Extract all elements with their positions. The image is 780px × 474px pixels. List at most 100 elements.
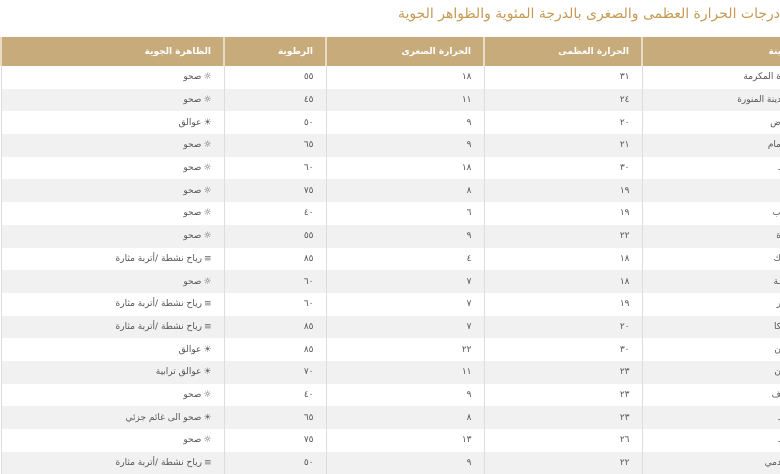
humidity-cell: ٦٥ <box>223 134 326 157</box>
weather-cell: ☼صحو <box>0 224 224 248</box>
city-cell: كا <box>641 315 780 339</box>
humidity-cell: ٧٥ <box>223 429 326 452</box>
min-temp-cell: ٦ <box>325 202 484 225</box>
weather-cell: ≡رياح نشطة /أتربة مثارة <box>0 451 224 474</box>
humidity-cell: ٤٥ <box>223 88 326 112</box>
weather-cell: ☼صحو <box>0 429 224 452</box>
min-temp-cell: ٧ <box>325 315 484 339</box>
weather-cell: ☼صحو <box>0 88 224 112</box>
sun-icon: ☼ <box>203 185 212 196</box>
weather-cell: ☼صحو <box>0 270 224 293</box>
weather-cell: ☼صحو <box>0 156 224 180</box>
max-temp-cell: ٣٠ <box>483 156 642 180</box>
weather-label: صحو <box>183 208 202 219</box>
table-row: دينة المنورة ٢٤ ١١ ٤٥ ☼صحو <box>0 88 780 112</box>
haze-icon: ☀ <box>203 412 212 423</box>
weather-label: عوالق <box>178 117 202 128</box>
city-cell: ض <box>641 111 780 135</box>
min-temp-cell: ٩ <box>325 111 484 135</box>
city-cell: ـة <box>641 270 780 293</box>
table-row: ة٢٢٩٥٥☼صحو <box>0 224 780 248</box>
max-temp-cell: ١٩ <box>483 202 642 225</box>
max-temp-cell: ٢١ <box>483 134 642 157</box>
weather-cell: ☼صحو <box>0 179 224 203</box>
humidity-cell: ٦٠ <box>223 156 326 180</box>
city-cell: ر <box>641 292 780 316</box>
max-temp-cell: ٢٠ <box>483 315 642 339</box>
max-temp-cell: ٢٣ <box>483 383 642 407</box>
table-row: ـ٢٣٨٦٥☀صحو الى غائم جزئي <box>0 406 780 429</box>
max-temp-cell: ١٩ <box>483 292 642 316</box>
weather-cell: ☀عوالق <box>0 338 224 361</box>
city-cell: ب <box>641 202 780 225</box>
header-max-temp: الحرارة العظمى <box>483 37 642 66</box>
weather-label: صحو <box>183 276 202 287</box>
max-temp-cell: ٢٣ <box>483 360 642 384</box>
sun-icon: ☼ <box>203 163 212 174</box>
humidity-cell: ٧٠ <box>223 360 326 384</box>
max-temp-cell: ٢٣ <box>483 406 642 429</box>
weather-cell: ☼صحو <box>0 383 224 407</box>
header-min-temp: الحرارة الصغرى <box>325 37 484 66</box>
humidity-cell: ٥٥ <box>223 66 326 89</box>
weather-cell: ≡رياح نشطة /أتربة مثارة <box>0 315 224 339</box>
city-cell: دينة المنورة <box>641 88 780 112</box>
header-weather: الظاهرة الجوية <box>0 37 224 66</box>
weather-label: رياح نشطة /أتربة مثارة <box>115 299 202 310</box>
max-temp-cell: ٣٠ <box>483 338 642 361</box>
city-cell: مام <box>641 134 780 157</box>
table-header: ينة الحرارة العظمى الحرارة الصغرى الرطوب… <box>0 37 780 66</box>
max-temp-cell: ١٨ <box>483 270 642 293</box>
weather-label: عوالق ترابية <box>155 367 202 378</box>
header-humidity: الرطوبة <box>223 37 326 66</box>
min-temp-cell: ١٣ <box>325 429 484 452</box>
min-temp-cell: ٧ <box>325 270 484 293</box>
table-row: ـ٢٦١٣٧٥☼صحو <box>0 429 780 452</box>
min-temp-cell: ٨ <box>325 406 484 429</box>
min-temp-cell: ٩ <box>325 451 484 474</box>
weather-label: صحو <box>183 435 202 446</box>
max-temp-cell: ١٨ <box>483 247 642 271</box>
min-temp-cell: ١١ <box>325 88 484 112</box>
humidity-cell: ٥٠ <box>223 451 326 474</box>
min-temp-cell: ١٨ <box>325 156 484 180</box>
table-row: ن٢٣١١٧٠☀عوالق ترابية <box>0 360 780 384</box>
weather-cell: ☀عوالق ترابية <box>0 360 224 384</box>
max-temp-cell: ٢٢ <box>483 224 642 248</box>
humidity-cell: ٥٠ <box>223 111 326 135</box>
humidity-cell: ٦٠ <box>223 270 326 293</box>
min-temp-cell: ٩ <box>325 383 484 407</box>
city-cell: ف <box>641 383 780 407</box>
weather-cell: ☼صحو <box>0 202 224 225</box>
weather-label: صحو <box>183 140 202 151</box>
table-row: ١٩ ٨ ٧٥ ☼صحو <box>0 179 780 203</box>
table-row: ض ٢٠ ٩ ٥٠ ☀عوالق <box>0 111 780 135</box>
table-row: دمي ٢٢ ٩ ٥٠ ≡رياح نشطة /أتربة مثارة <box>0 451 780 474</box>
table-row: ة المكرمة ٣١ ١٨ ٥٥ ☼صحو <box>0 66 780 89</box>
humidity-cell: ٦٠ <box>223 292 326 316</box>
min-temp-cell: ٩ <box>325 224 484 248</box>
wind-icon: ≡ <box>203 253 212 264</box>
sun-icon: ☼ <box>203 435 212 446</box>
table-row: ـة١٨٧٦٠☼صحو <box>0 270 780 293</box>
sun-icon: ☼ <box>203 208 212 219</box>
weather-label: صحو الى غائم جزئي <box>125 412 202 423</box>
sun-icon: ☼ <box>203 276 212 287</box>
max-temp-cell: ٢٠ <box>483 111 642 135</box>
table-row: ـ٣٠١٨٦٠☼صحو <box>0 156 780 180</box>
weather-table: ينة الحرارة العظمى الحرارة الصغرى الرطوب… <box>0 37 780 474</box>
city-cell: ن <box>641 360 780 384</box>
header-city: ينة <box>641 37 780 66</box>
weather-cell: ☀عوالق <box>0 111 224 135</box>
humidity-cell: ٨٥ <box>223 247 326 271</box>
weather-label: صحو <box>183 389 202 400</box>
min-temp-cell: ٧ <box>325 292 484 316</box>
table-row: ب١٩٦٤٠☼صحو <box>0 202 780 225</box>
sun-icon: ☼ <box>203 140 212 151</box>
max-temp-cell: ٣١ <box>483 66 642 89</box>
sun-icon: ☼ <box>203 95 212 106</box>
weather-cell: ☼صحو <box>0 66 224 89</box>
max-temp-cell: ٢٢ <box>483 451 642 474</box>
city-cell: دمي <box>641 451 780 474</box>
min-temp-cell: ٨ <box>325 179 484 203</box>
